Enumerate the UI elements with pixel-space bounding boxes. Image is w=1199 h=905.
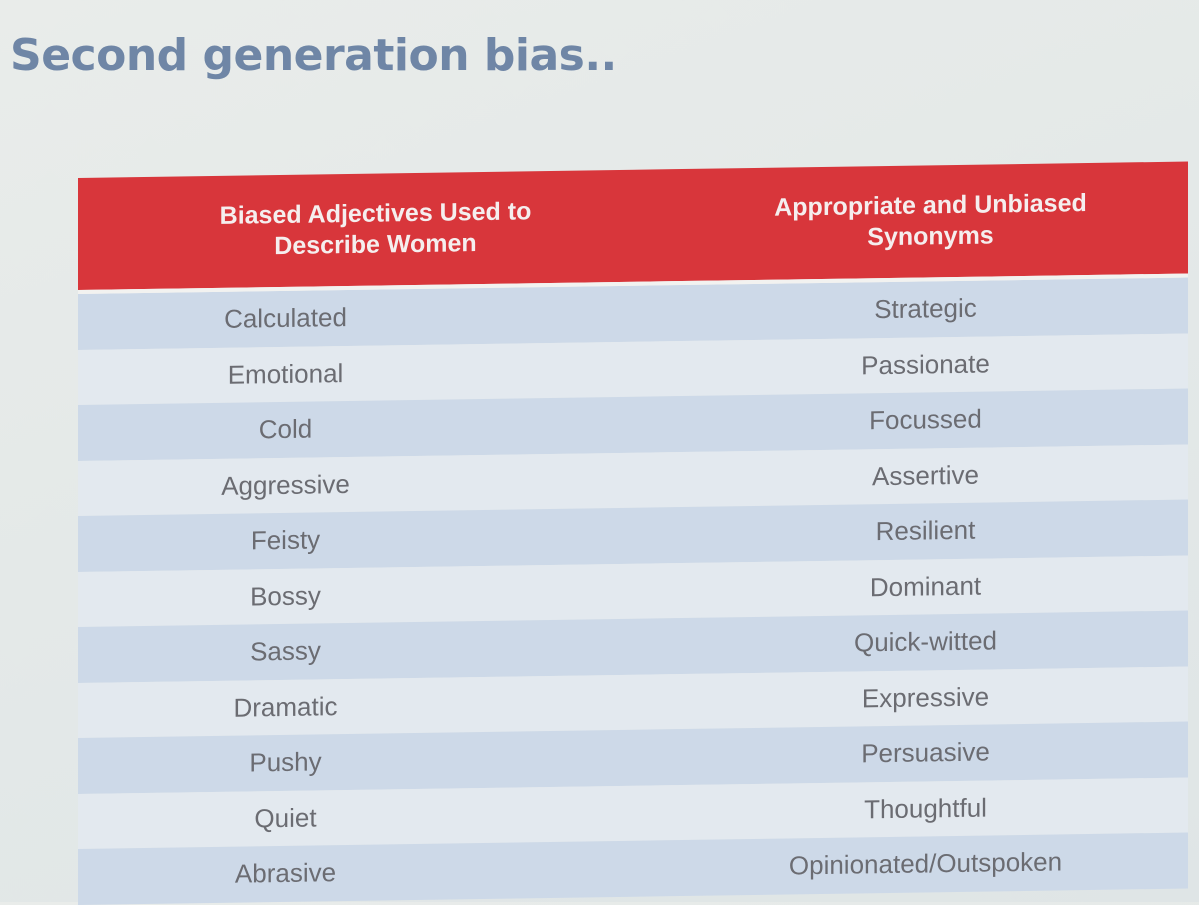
biased-cell: Bossy <box>78 562 673 627</box>
unbiased-cell: Expressive <box>673 666 1188 730</box>
unbiased-cell: Quick-witted <box>673 610 1188 674</box>
biased-cell: Calculated <box>78 283 673 350</box>
synonyms-table: Biased Adjectives Used to Describe Women… <box>78 161 1188 905</box>
header-unbiased-synonyms: Appropriate and Unbiased Synonyms <box>673 161 1188 284</box>
biased-cell: Dramatic <box>78 673 673 738</box>
biased-cell: Sassy <box>78 618 673 683</box>
unbiased-cell: Resilient <box>673 499 1188 563</box>
table-header-row: Biased Adjectives Used to Describe Women… <box>78 161 1188 292</box>
unbiased-cell: Assertive <box>673 444 1188 508</box>
unbiased-cell: Focussed <box>673 388 1188 452</box>
unbiased-cell: Persuasive <box>673 721 1188 785</box>
header-biased-label: Biased Adjectives Used to Describe Women <box>219 197 532 261</box>
biased-cell: Pushy <box>78 729 673 794</box>
header-unbiased-label: Appropriate and Unbiased Synonyms <box>774 189 1087 252</box>
slide-title: Second generation bias.. <box>10 30 617 81</box>
unbiased-cell: Strategic <box>673 275 1188 341</box>
adjectives-table: Biased Adjectives Used to Describe Women… <box>78 161 1188 905</box>
biased-cell: Abrasive <box>78 840 673 905</box>
unbiased-cell: Dominant <box>673 555 1188 619</box>
biased-cell: Quiet <box>78 784 673 849</box>
unbiased-cell: Thoughtful <box>673 777 1188 841</box>
biased-cell: Aggressive <box>78 451 673 516</box>
unbiased-cell: Passionate <box>673 333 1188 397</box>
biased-cell: Feisty <box>78 507 673 572</box>
unbiased-cell: Opinionated/Outspoken <box>673 832 1188 896</box>
biased-cell: Cold <box>78 396 673 461</box>
header-biased-adjectives: Biased Adjectives Used to Describe Women <box>78 169 673 292</box>
biased-cell: Emotional <box>78 340 673 405</box>
